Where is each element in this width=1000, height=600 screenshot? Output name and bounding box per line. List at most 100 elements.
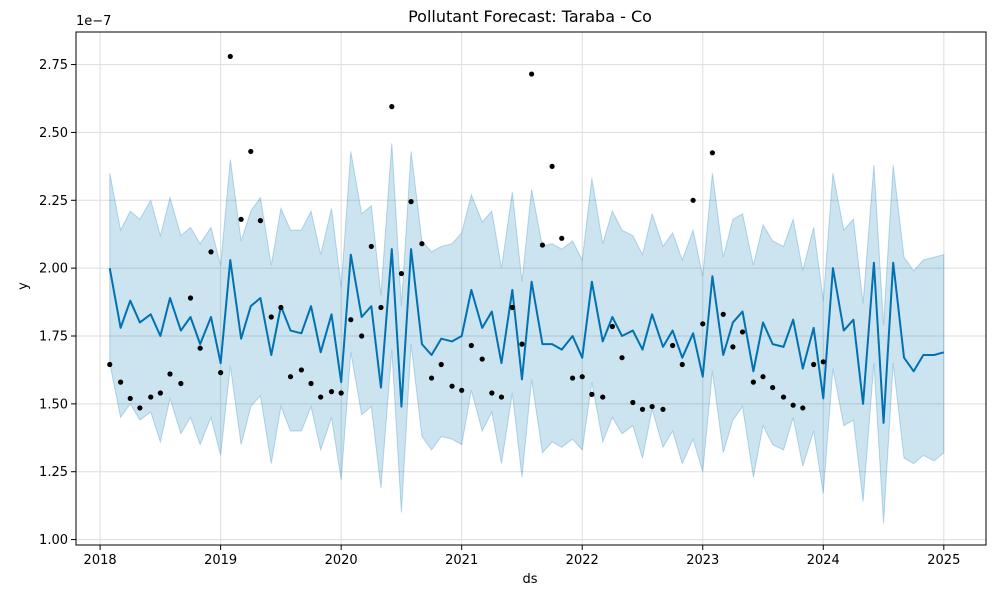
- observed-point: [739, 329, 746, 335]
- observed-point: [428, 375, 435, 381]
- y-tick-label: 2.00: [39, 262, 68, 277]
- y-tick-label: 2.25: [39, 194, 68, 209]
- observed-point: [800, 405, 806, 411]
- observed-point: [268, 314, 274, 320]
- observed-point: [549, 163, 555, 169]
- x-tick-label: 2023: [686, 553, 719, 568]
- observed-point: [127, 395, 133, 402]
- observed-point: [197, 345, 203, 351]
- y-tick-label: 1.75: [39, 330, 68, 345]
- observed-point: [489, 390, 495, 396]
- observed-point: [579, 374, 585, 380]
- observed-point: [157, 390, 163, 396]
- observed-point: [780, 394, 787, 400]
- observed-point: [630, 399, 636, 406]
- observed-point: [449, 383, 455, 389]
- y-tick-label: 1.25: [39, 465, 68, 480]
- observed-point: [498, 394, 505, 400]
- x-tick-label: 2020: [325, 553, 358, 568]
- observed-point: [287, 374, 294, 380]
- observed-point: [408, 199, 414, 205]
- tick-labels: 2018 2019 2020 2021 2022 2023 2024 2025 1.00 1.25…: [39, 58, 960, 568]
- observed-point: [389, 104, 395, 110]
- x-tick-label: 2018: [84, 553, 117, 568]
- observed-point: [569, 375, 576, 381]
- x-tick-label: 2024: [807, 553, 840, 568]
- observed-point: [700, 321, 706, 327]
- observed-point: [609, 323, 615, 330]
- observed-point: [419, 241, 425, 247]
- axes: [71, 31, 987, 550]
- chart-title: Pollutant Forecast: Taraba - Co: [408, 7, 652, 26]
- observed-point: [328, 389, 335, 395]
- observed-point: [639, 406, 646, 412]
- grid: [76, 32, 986, 545]
- observed-point: [600, 394, 606, 400]
- observed-point: [649, 403, 655, 410]
- y-axis-label: y: [16, 282, 31, 290]
- observed-point: [539, 242, 546, 248]
- observed-point: [368, 243, 374, 250]
- observed-point: [218, 370, 224, 376]
- observed-point: [760, 374, 766, 380]
- observed-point: [660, 406, 666, 412]
- observed-point: [178, 380, 184, 387]
- observed-point: [107, 361, 113, 368]
- x-tick-label: 2019: [204, 553, 237, 568]
- observed-point: [519, 341, 525, 347]
- observed-point: [187, 295, 194, 301]
- observed-point: [509, 304, 515, 311]
- observed-point: [670, 342, 676, 349]
- observed-point: [208, 249, 214, 255]
- observed-point: [770, 384, 776, 391]
- observed-point: [730, 344, 736, 350]
- x-tick-label: 2025: [927, 553, 960, 568]
- x-tick-label: 2021: [445, 553, 478, 568]
- observed-point: [709, 150, 716, 156]
- observed-point: [679, 361, 685, 368]
- observed-point: [248, 148, 254, 155]
- observed-point: [619, 355, 625, 361]
- observed-point: [378, 304, 384, 311]
- observed-point: [148, 394, 154, 400]
- y-offset-label: 1e−7: [76, 14, 111, 29]
- y-tick-label: 2.75: [39, 58, 68, 73]
- observed-point: [750, 379, 756, 385]
- observed-point: [227, 53, 233, 60]
- observed-point: [811, 361, 817, 368]
- y-tick-label: 1.00: [39, 533, 68, 548]
- observed-point: [529, 71, 535, 77]
- observed-point: [278, 304, 284, 311]
- observed-point: [348, 317, 354, 323]
- observed-point: [790, 402, 796, 408]
- forecast-line-layer: [108, 248, 945, 424]
- observed-points-layer: [107, 53, 826, 412]
- y-tick-label: 2.50: [39, 126, 68, 141]
- observed-point: [137, 405, 143, 411]
- observed-point: [359, 333, 365, 339]
- observed-point: [559, 235, 565, 241]
- observed-point: [338, 390, 344, 396]
- observed-point: [479, 356, 485, 362]
- x-tick-label: 2022: [566, 553, 599, 568]
- observed-point: [167, 371, 173, 377]
- forecast-line: [108, 248, 945, 424]
- observed-point: [690, 197, 696, 203]
- x-axis-label: ds: [522, 572, 537, 587]
- observed-point: [318, 394, 324, 400]
- observed-point: [398, 270, 405, 277]
- observed-point: [257, 218, 264, 224]
- observed-point: [720, 311, 726, 317]
- observed-point: [589, 391, 595, 397]
- observed-point: [118, 379, 124, 385]
- observed-point: [298, 367, 304, 373]
- observed-point: [459, 387, 465, 393]
- observed-point: [820, 359, 826, 365]
- observed-point: [238, 216, 244, 222]
- y-tick-label: 1.50: [39, 397, 68, 412]
- observed-point: [468, 342, 474, 349]
- observed-point: [438, 361, 444, 368]
- plot-frame: [75, 31, 987, 546]
